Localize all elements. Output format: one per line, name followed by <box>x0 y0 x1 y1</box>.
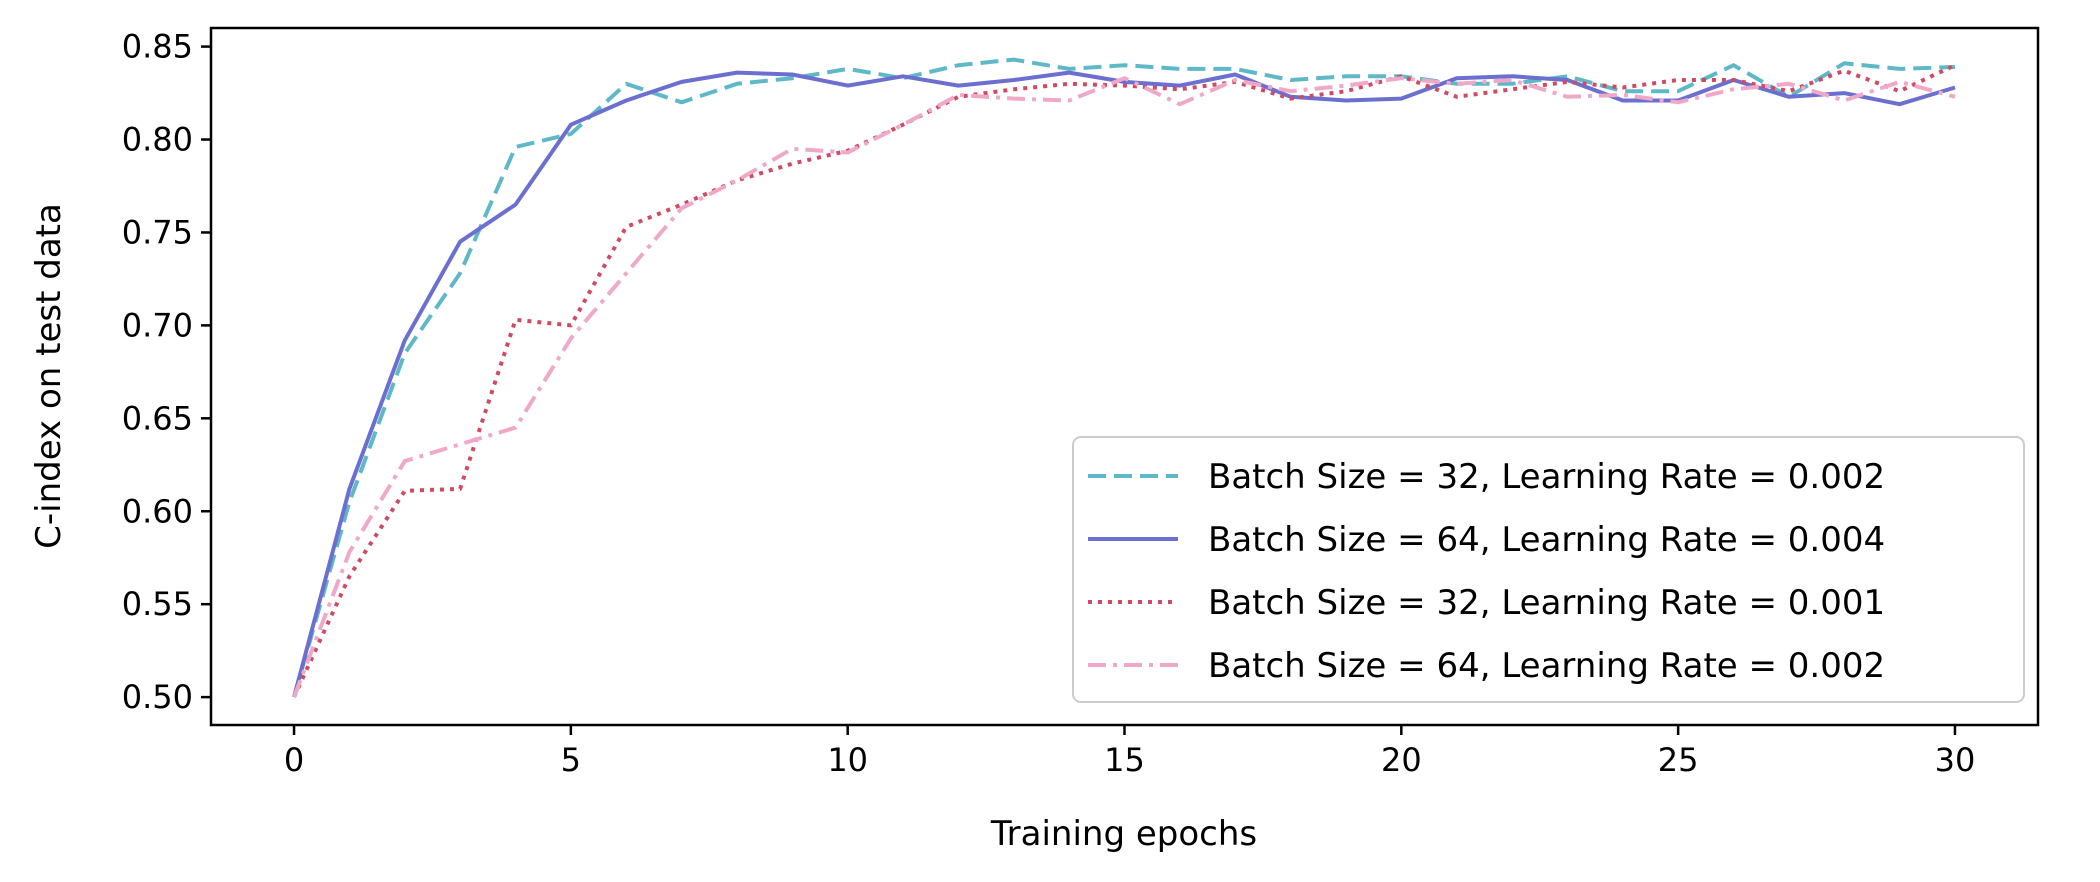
x-tick-label: 10 <box>827 741 868 779</box>
y-tick-label: 0.70 <box>122 306 193 344</box>
legend-box <box>1072 436 2025 703</box>
legend-label-1: Batch Size = 32, Learning Rate = 0.002 <box>1208 457 1885 497</box>
y-tick-label: 0.80 <box>122 121 193 159</box>
x-tick-label: 5 <box>561 741 581 779</box>
series-line-1 <box>292 57 1956 698</box>
legend-label-4: Batch Size = 64, Learning Rate = 0.002 <box>1208 646 1885 686</box>
legend-label-3: Batch Size = 32, Learning Rate = 0.001 <box>1208 583 1885 623</box>
x-tick-label: 0 <box>284 741 304 779</box>
y-axis: 0.50 0.55 0.60 0.65 0.70 0.75 0.80 0.85 <box>122 28 211 716</box>
x-tick-label: 30 <box>1935 741 1976 779</box>
plot-lines <box>292 57 1956 698</box>
series-line-3 <box>292 63 1956 698</box>
y-tick-label: 0.55 <box>122 585 193 623</box>
legend-label-2: Batch Size = 64, Learning Rate = 0.004 <box>1208 520 1885 560</box>
x-tick-label: 20 <box>1381 741 1422 779</box>
series-line-4 <box>292 76 1956 698</box>
y-tick-label: 0.60 <box>122 492 193 530</box>
x-axis-label: Training epochs <box>990 814 1257 854</box>
x-tick-label: 15 <box>1104 741 1145 779</box>
y-axis-label: C-index on test data <box>29 203 69 549</box>
y-tick-label: 0.85 <box>122 28 193 66</box>
x-tick-label: 25 <box>1658 741 1699 779</box>
y-tick-label: 0.75 <box>122 213 193 251</box>
y-tick-label: 0.50 <box>122 678 193 716</box>
legend: Batch Size = 32, Learning Rate = 0.002 Ba… <box>1072 436 2025 703</box>
y-tick-label: 0.65 <box>122 399 193 437</box>
x-axis: 0 5 10 15 20 25 30 <box>284 725 1975 779</box>
